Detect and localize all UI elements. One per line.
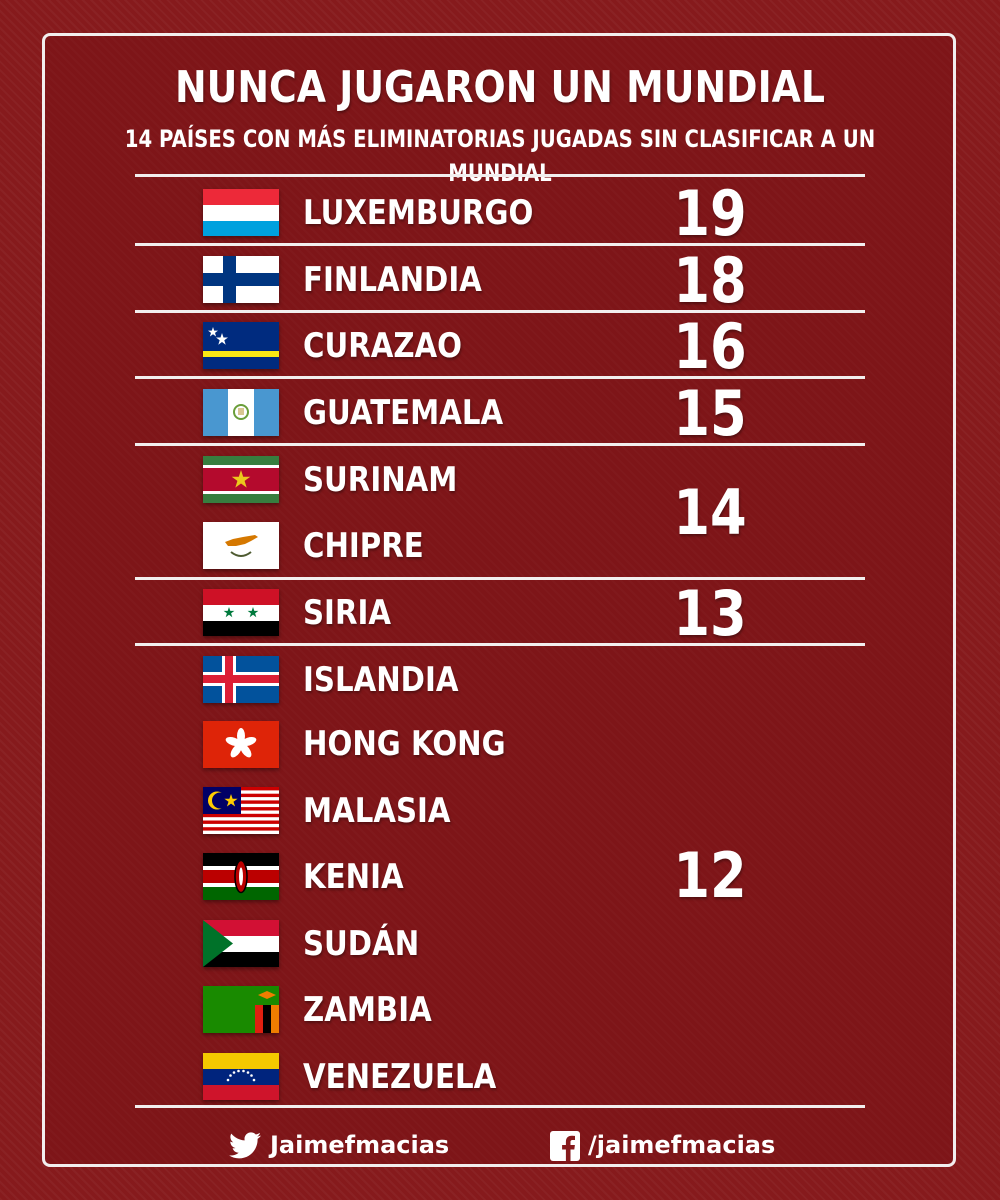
- country-name: CHIPRE: [303, 526, 424, 566]
- page-title: NUNCA JUGARON UN MUNDIAL: [174, 62, 826, 113]
- cyprus-flag: [203, 522, 279, 569]
- zambia-flag: [203, 986, 279, 1033]
- playoffs-count: 18: [673, 244, 747, 317]
- suriname-flag: [203, 456, 279, 503]
- country-name: KENIA: [303, 857, 404, 897]
- separator-rule: [135, 243, 865, 246]
- country-name: SUDÁN: [303, 924, 420, 964]
- separator-rule: [135, 643, 865, 646]
- separator-rule: [135, 310, 865, 313]
- twitter-link[interactable]: Jaimefmacias: [228, 1125, 449, 1165]
- facebook-handle: /jaimefmacias: [588, 1131, 776, 1159]
- country-name: ZAMBIA: [303, 990, 432, 1030]
- content-frame: [42, 33, 956, 1167]
- separator-rule: [135, 443, 865, 446]
- country-name: SURINAM: [303, 460, 458, 500]
- facebook-link[interactable]: /jaimefmacias: [550, 1125, 775, 1165]
- country-name: MALASIA: [303, 791, 451, 831]
- country-name: LUXEMBURGO: [303, 193, 534, 233]
- playoffs-count: 19: [673, 177, 747, 250]
- playoffs-count: 12: [673, 839, 747, 912]
- country-name: CURAZAO: [303, 326, 463, 366]
- twitter-handle: Jaimefmacias: [270, 1131, 450, 1159]
- venezuela-flag: [203, 1053, 279, 1100]
- page-subtitle: 14 PAÍSES CON MÁS ELIMINATORIAS JUGADAS …: [124, 125, 876, 187]
- curacao-flag: [203, 322, 279, 369]
- twitter-bird-icon: [229, 1132, 261, 1159]
- syria-flag: [203, 589, 279, 636]
- separator-rule: [135, 376, 865, 379]
- playoffs-count: 15: [673, 377, 747, 450]
- separator-rule: [135, 1105, 865, 1108]
- country-name: GUATEMALA: [303, 393, 504, 433]
- playoffs-count: 13: [673, 577, 747, 650]
- country-name: HONG KONG: [303, 724, 506, 764]
- iceland-flag: [203, 656, 279, 703]
- malaysia-flag: [203, 787, 279, 834]
- sudan-flag: [203, 920, 279, 967]
- guatemala-flag: [203, 389, 279, 436]
- luxembourg-flag: [203, 189, 279, 236]
- country-name: ISLANDIA: [303, 660, 459, 700]
- facebook-icon: [550, 1131, 580, 1161]
- kenya-flag: [203, 853, 279, 900]
- finland-flag: [203, 256, 279, 303]
- hong-kong-flag: [203, 721, 279, 768]
- separator-rule: [135, 577, 865, 580]
- country-name: SIRIA: [303, 593, 391, 633]
- country-name: FINLANDIA: [303, 260, 482, 300]
- playoffs-count: 16: [673, 310, 747, 383]
- country-name: VENEZUELA: [303, 1057, 497, 1097]
- playoffs-count: 14: [673, 476, 747, 549]
- separator-rule: [135, 174, 865, 177]
